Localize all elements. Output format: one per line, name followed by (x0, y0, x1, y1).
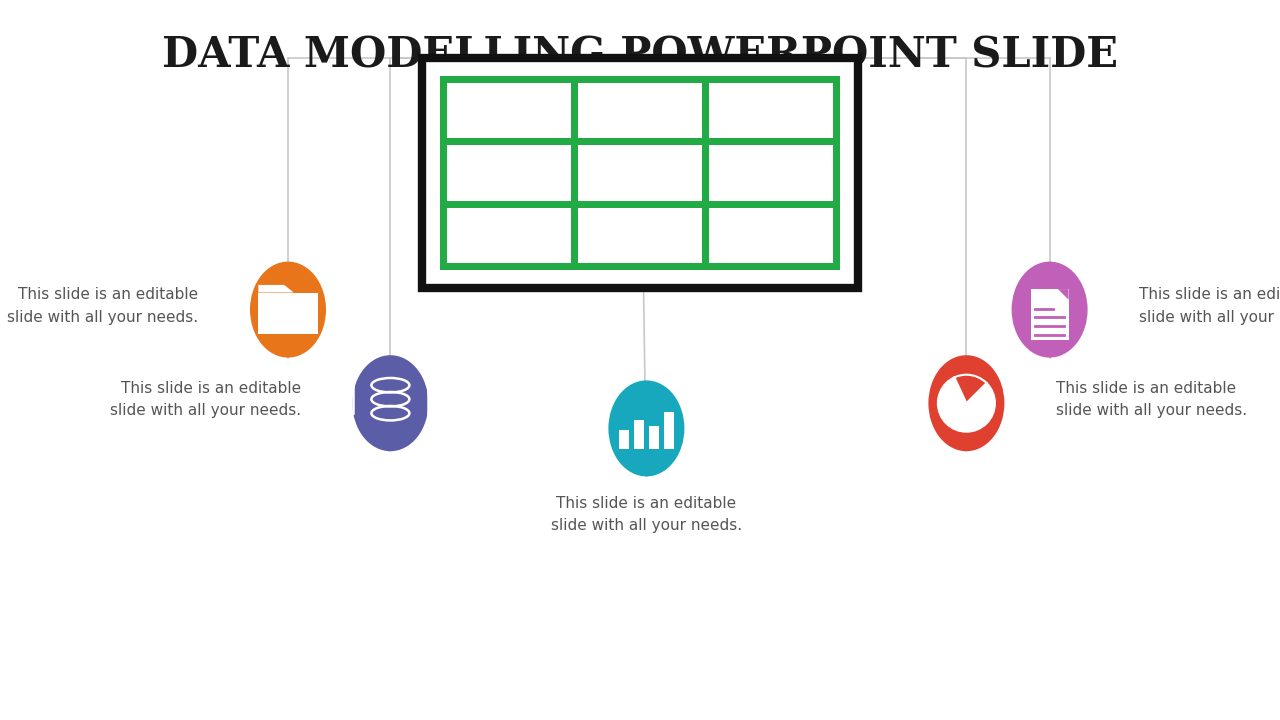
FancyBboxPatch shape (259, 292, 317, 334)
Ellipse shape (352, 355, 429, 451)
FancyBboxPatch shape (620, 431, 628, 449)
Wedge shape (938, 377, 995, 432)
FancyBboxPatch shape (709, 145, 832, 201)
FancyBboxPatch shape (709, 83, 832, 138)
FancyBboxPatch shape (579, 145, 701, 201)
FancyBboxPatch shape (1030, 289, 1069, 341)
Text: This slide is an editable
slide with all your needs.: This slide is an editable slide with all… (1056, 381, 1247, 418)
Text: This slide is an editable
slide with all your needs.: This slide is an editable slide with all… (110, 381, 301, 418)
FancyBboxPatch shape (649, 426, 659, 449)
FancyBboxPatch shape (579, 83, 701, 138)
FancyBboxPatch shape (448, 145, 571, 201)
FancyBboxPatch shape (422, 58, 858, 288)
Polygon shape (1059, 289, 1069, 300)
Ellipse shape (250, 261, 326, 358)
Text: DATA MODELLING POWERPOINT SLIDE: DATA MODELLING POWERPOINT SLIDE (163, 35, 1117, 76)
FancyBboxPatch shape (579, 207, 701, 263)
Text: This slide is an editable
slide with all your needs.: This slide is an editable slide with all… (550, 496, 742, 534)
Ellipse shape (1011, 261, 1088, 358)
Text: This slide is an editable
slide with all your needs.: This slide is an editable slide with all… (8, 287, 198, 325)
Ellipse shape (928, 355, 1005, 451)
Polygon shape (259, 285, 293, 292)
FancyBboxPatch shape (634, 420, 644, 449)
FancyBboxPatch shape (709, 207, 832, 263)
Text: This slide is an editable
slide with all your needs.: This slide is an editable slide with all… (1139, 287, 1280, 325)
FancyBboxPatch shape (448, 83, 571, 138)
Ellipse shape (608, 380, 685, 477)
FancyBboxPatch shape (448, 207, 571, 263)
FancyBboxPatch shape (440, 76, 840, 270)
FancyBboxPatch shape (664, 412, 673, 449)
